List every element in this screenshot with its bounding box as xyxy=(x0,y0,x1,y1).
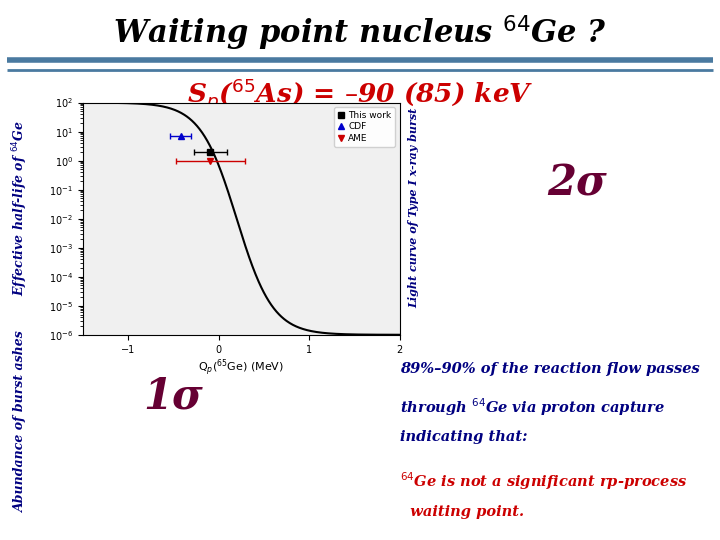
Text: Waiting point nucleus $^{64}$Ge ?: Waiting point nucleus $^{64}$Ge ? xyxy=(113,14,607,53)
Text: Effective half-life of $^{64}$Ge: Effective half-life of $^{64}$Ge xyxy=(10,120,30,296)
Text: S$_p$($^{65}$As) = –90 (85) keV: S$_p$($^{65}$As) = –90 (85) keV xyxy=(186,77,534,113)
Legend: This work, CDF, AME: This work, CDF, AME xyxy=(334,107,395,147)
Text: $^{64}$Ge is not a significant rp-process: $^{64}$Ge is not a significant rp-proces… xyxy=(400,471,687,492)
Text: 89%–90% of the reaction flow passes: 89%–90% of the reaction flow passes xyxy=(400,362,699,376)
Text: Abundance of burst ashes: Abundance of burst ashes xyxy=(14,330,27,512)
X-axis label: Q$_p$($^{65}$Ge) (MeV): Q$_p$($^{65}$Ge) (MeV) xyxy=(198,357,284,379)
Text: 1σ: 1σ xyxy=(143,376,202,418)
Text: indicating that:: indicating that: xyxy=(400,430,527,444)
Text: waiting point.: waiting point. xyxy=(400,505,523,519)
Text: through $^{64}$Ge via proton capture: through $^{64}$Ge via proton capture xyxy=(400,396,665,417)
Text: 2σ: 2σ xyxy=(547,163,607,205)
Text: Light curve of Type I x-ray burst: Light curve of Type I x-ray burst xyxy=(408,108,420,308)
